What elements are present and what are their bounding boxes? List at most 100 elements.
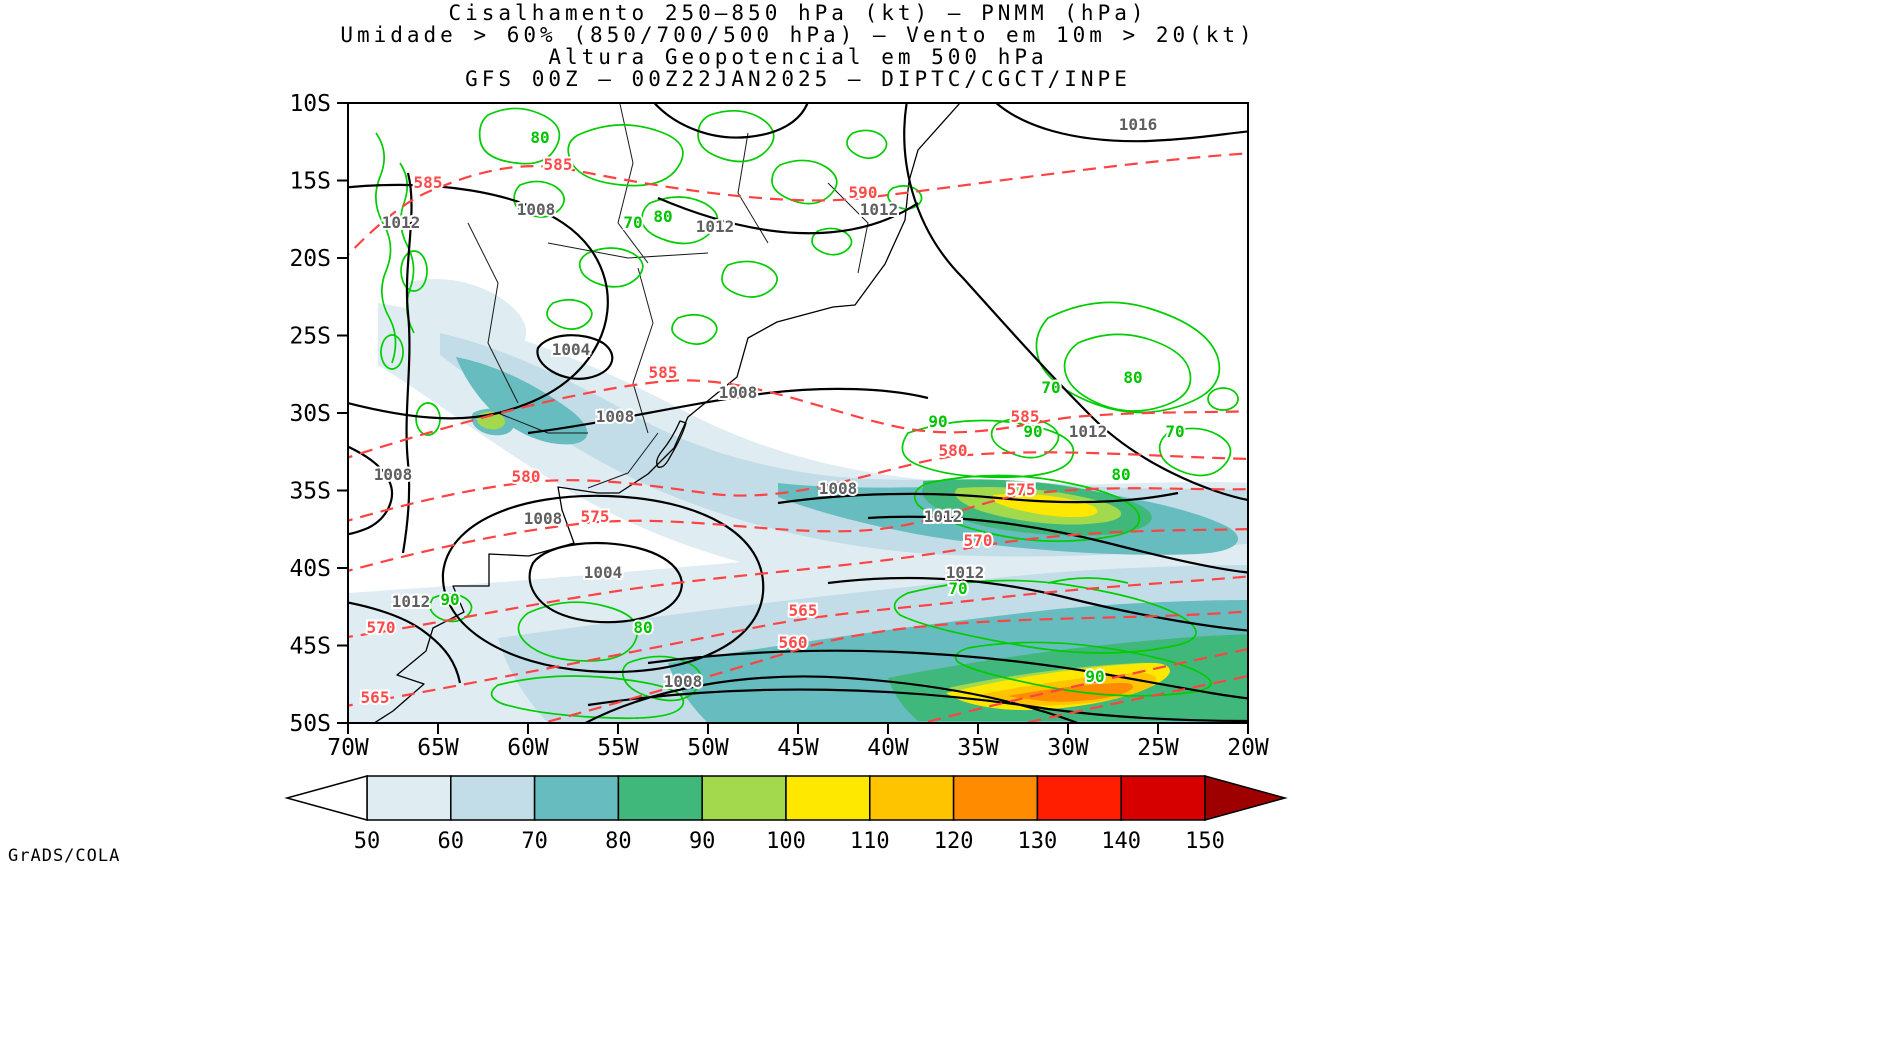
humidity-contour-label: 90 — [1023, 422, 1042, 441]
colorbar-tick-labels: 50 60 70 80 90 100 110 120 130 140 150 — [354, 829, 1225, 854]
colorbar-tick-label: 100 — [766, 829, 806, 854]
y-tick-label: 40S — [289, 556, 331, 582]
coastline — [373, 103, 961, 723]
colorbar-tick-label: 130 — [1018, 829, 1058, 854]
country-borders — [467, 103, 869, 489]
y-tick-label: 50S — [289, 711, 331, 737]
humidity-contour-label: 80 — [1111, 465, 1130, 484]
pressure-contour-label: 1012 — [860, 200, 899, 219]
pressure-contour-label: 1004 — [584, 563, 623, 582]
y-axis: 10S 15S 20S 25S 30S 35S 40S 45S 50S — [289, 91, 348, 737]
pressure-contour-label: 1008 — [374, 465, 413, 484]
colorbar-cell — [785, 775, 871, 821]
y-tick-label: 30S — [289, 401, 331, 427]
humidity-contour-label: 90 — [928, 412, 947, 431]
pressure-contour-label: 1008 — [664, 672, 703, 691]
shading-level-80 — [888, 479, 1248, 721]
geopotential-contour-label: 575 — [581, 507, 610, 526]
y-tick-label: 35S — [289, 479, 331, 505]
pressure-contour-label: 1012 — [382, 213, 421, 232]
colorbar-cell — [869, 775, 955, 821]
x-tick-label: 65W — [417, 735, 459, 761]
colorbar-cell — [366, 775, 452, 821]
geopotential-contour-label: 570 — [367, 618, 396, 637]
colorbar-cells — [284, 775, 1288, 821]
humidity-contour-label: 70 — [948, 579, 967, 598]
colorbar-cell — [1120, 775, 1206, 821]
map-plot: 1016 1008 1012 1012 1012 1004 1008 1008 1012 1008… — [289, 91, 1269, 761]
humidity-contour-label: 80 — [1123, 368, 1142, 387]
shading-level-120 — [1008, 683, 1133, 702]
pressure-contour-label: 1008 — [719, 383, 758, 402]
colorbar-cell — [701, 775, 787, 821]
y-tick-label: 45S — [289, 634, 331, 660]
humidity-contour-label: 70 — [1165, 422, 1184, 441]
geopotential-contour-label: 585 — [544, 155, 573, 174]
humidity-contour-label: 80 — [530, 128, 549, 147]
map-content: 1016 1008 1012 1012 1012 1004 1008 1008 1012 1008… — [348, 103, 1248, 723]
geopotential-contour-label: 585 — [1011, 407, 1040, 426]
pressure-contour-label: 1012 — [924, 507, 963, 526]
colorbar-cell — [450, 775, 536, 821]
humidity-contour-label: 80 — [653, 207, 672, 226]
colorbar-tick-label: 80 — [605, 829, 632, 854]
pressure-contour-label: 1008 — [819, 479, 858, 498]
pressure-contours — [348, 103, 1248, 723]
colorbar-tick-label: 90 — [689, 829, 716, 854]
colorbar-cell — [533, 775, 620, 821]
pressure-contour-label: 1012 — [392, 592, 431, 611]
colorbar: 50 60 70 80 90 100 110 120 130 140 150 — [284, 775, 1288, 854]
shading-level-100 — [946, 493, 1170, 711]
colorbar-tick-label: 140 — [1101, 829, 1141, 854]
title-line-4: GFS 00Z – 00Z22JAN2025 – DIPTC/CGCT/INPE — [465, 67, 1131, 91]
humidity-contour-label: 90 — [440, 590, 459, 609]
humidity-contour-label: 70 — [1041, 378, 1060, 397]
pressure-contour-label: 1012 — [1069, 422, 1108, 441]
humidity-contour-label: 80 — [633, 618, 652, 637]
colorbar-tick-label: 50 — [354, 829, 381, 854]
geopotential-contour-label: 565 — [361, 688, 390, 707]
colorbar-cell — [617, 775, 703, 821]
x-tick-label: 45W — [777, 735, 819, 761]
colorbar-under-arrow — [284, 775, 368, 821]
x-tick-label: 50W — [687, 735, 729, 761]
geopotential-contour-label: 580 — [512, 467, 541, 486]
pressure-contour-label: 1016 — [1119, 115, 1158, 134]
x-tick-label: 40W — [867, 735, 909, 761]
x-tick-label: 20W — [1227, 735, 1269, 761]
shading-level-70 — [456, 357, 1248, 723]
title-line-1: Cisalhamento 250–850 hPa (kt) – PNMM (hP… — [448, 1, 1148, 25]
x-tick-label: 25W — [1137, 735, 1179, 761]
geopotential-contour-label: 590 — [849, 183, 878, 202]
geopotential-contour-label: 575 — [1007, 480, 1036, 499]
geopotential-contours — [348, 152, 1248, 723]
contour-labels: 1016 1008 1012 1012 1012 1004 1008 1008 1012 1008… — [359, 113, 1187, 709]
geopotential-contour-label: 580 — [939, 441, 968, 460]
y-tick-label: 10S — [289, 91, 331, 117]
humidity-contour-label: 70 — [623, 213, 642, 232]
pressure-contour-label: 1008 — [524, 509, 563, 528]
geopotential-contour-label: 560 — [779, 633, 808, 652]
pressure-contour-label: 1004 — [552, 340, 591, 359]
humidity-contour-label: 90 — [1085, 667, 1104, 686]
colorbar-tick-label: 110 — [850, 829, 890, 854]
x-axis: 70W 65W 60W 55W 50W 45W 40W 35W 30W 25W 20W — [327, 723, 1269, 761]
colorbar-cell — [952, 775, 1039, 821]
title-line-2: Umidade > 60% (850/700/500 hPa) – Vento … — [340, 23, 1256, 47]
pressure-contour-label: 1008 — [596, 407, 635, 426]
title-line-3: Altura Geopotencial em 500 hPa — [548, 45, 1048, 69]
pressure-contour-label: 1008 — [517, 200, 556, 219]
y-tick-label: 20S — [289, 246, 331, 272]
pressure-contour-label: 1012 — [946, 563, 985, 582]
x-tick-label: 70W — [327, 735, 369, 761]
colorbar-tick-label: 150 — [1185, 829, 1225, 854]
x-tick-label: 55W — [597, 735, 639, 761]
x-tick-label: 30W — [1047, 735, 1089, 761]
y-tick-label: 15S — [289, 169, 331, 195]
geopotential-contour-label: 585 — [649, 363, 678, 382]
colorbar-over-arrow — [1204, 775, 1288, 821]
grads-credit: GrADS/COLA — [8, 846, 121, 866]
chart-title-block: Cisalhamento 250–850 hPa (kt) – PNMM (hP… — [340, 2, 1255, 90]
geopotential-contour-label: 570 — [964, 531, 993, 550]
